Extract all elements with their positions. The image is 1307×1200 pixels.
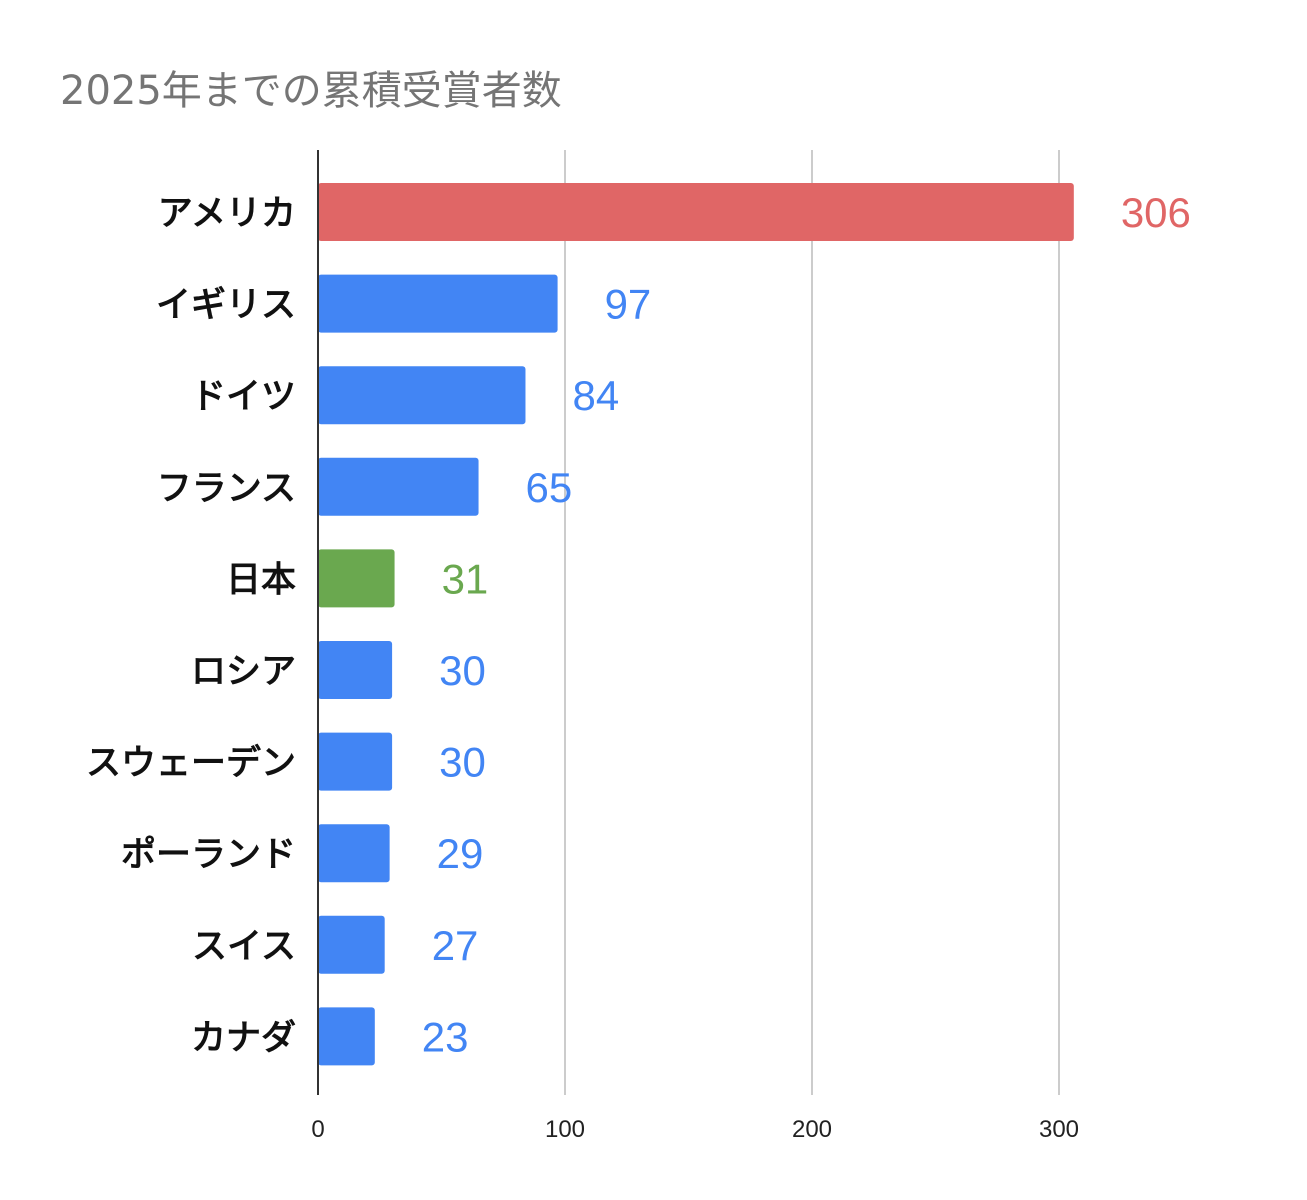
- x-tick-label: 300: [1039, 1116, 1079, 1143]
- category-label: カナダ: [191, 1018, 296, 1058]
- category-label: スウェーデン: [86, 743, 296, 784]
- data-label: 84: [572, 372, 619, 419]
- bar: [318, 641, 393, 699]
- category-label: 日本: [226, 560, 296, 600]
- category-label: フランス: [157, 469, 296, 509]
- category-label: アメリカ: [158, 194, 296, 234]
- bar: [318, 824, 390, 883]
- data-label: 97: [605, 281, 652, 328]
- data-label: 31: [442, 555, 489, 602]
- x-tick-label: 0: [311, 1116, 324, 1143]
- x-tick-label: 100: [545, 1116, 585, 1143]
- bar: [318, 732, 393, 791]
- category-label: ドイツ: [191, 377, 296, 417]
- bar: [318, 183, 1074, 241]
- bar: [318, 366, 526, 425]
- bar: [318, 915, 385, 974]
- category-label: スイス: [192, 927, 296, 967]
- category-label: ポーランド: [121, 834, 296, 875]
- data-label: 30: [439, 647, 486, 694]
- bar: [318, 1007, 375, 1066]
- bar: [318, 457, 479, 516]
- data-label: 30: [439, 739, 486, 786]
- chart-title: 2025年までの累積受賞者数: [60, 68, 562, 114]
- category-label: ロシア: [191, 652, 296, 692]
- bar: [318, 274, 558, 333]
- data-label: 65: [526, 464, 573, 511]
- category-label: イギリス: [156, 286, 296, 326]
- data-label: 27: [432, 922, 479, 969]
- bar: [318, 549, 395, 608]
- data-label: 306: [1121, 189, 1191, 236]
- x-tick-label: 200: [792, 1116, 832, 1143]
- data-label: 23: [422, 1013, 469, 1060]
- data-label: 29: [437, 830, 484, 877]
